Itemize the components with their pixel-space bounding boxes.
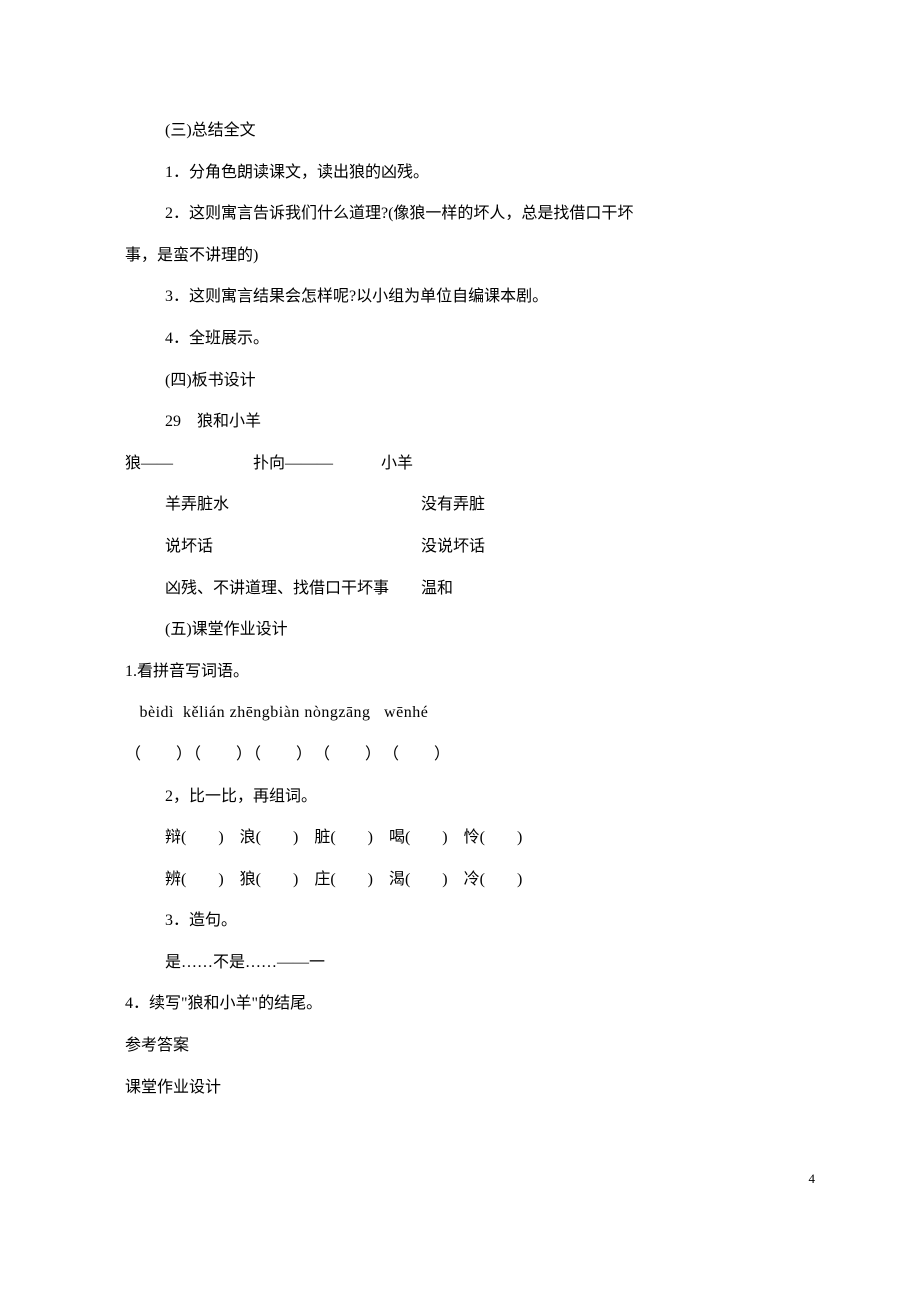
q2-title: 2，比一比，再组词。: [125, 776, 795, 818]
page-number: 4: [809, 1171, 816, 1187]
q3-title: 3．造句。: [125, 900, 795, 942]
section-3-item-3: 3．这则寓言结果会怎样呢?以小组为单位自编课本剧。: [125, 276, 795, 318]
section-3-item-2-line-1: 2．这则寓言告诉我们什么道理?(像狼一样的坏人，总是找借口干坏: [125, 193, 795, 235]
section-3-item-2-line-2: 事，是蛮不讲理的): [125, 235, 795, 277]
board-row-1: 狼—— 扑向——— 小羊: [125, 443, 795, 485]
section-3-item-4: 4．全班展示。: [125, 318, 795, 360]
section-4-subtitle: 29 狼和小羊: [125, 401, 795, 443]
q4-title: 4．续写"狼和小羊"的结尾。: [125, 983, 795, 1025]
section-3-title: (三)总结全文: [125, 110, 795, 152]
section-4-title: (四)板书设计: [125, 360, 795, 402]
board-row-2: 羊弄脏水 没有弄脏: [125, 484, 795, 526]
section-5-title: (五)课堂作业设计: [125, 609, 795, 651]
reference-answer: 参考答案: [125, 1025, 795, 1067]
board-row-3: 说坏话 没说坏话: [125, 526, 795, 568]
q1-title: 1.看拼音写词语。: [125, 651, 795, 693]
q1-parens: （ ）（ ）（ ） （ ） （ ）: [125, 734, 795, 776]
board-row-4: 凶残、不讲道理、找借口干坏事 温和: [125, 568, 795, 610]
homework-design: 课堂作业设计: [125, 1067, 795, 1109]
q1-pinyin: bèidì kělián zhēngbiàn nòngzāng wēnhé: [125, 692, 795, 734]
section-3-item-1: 1．分角色朗读课文，读出狼的凶残。: [125, 152, 795, 194]
q2-row-1: 辩( ) 浪( ) 脏( ) 喝( ) 怜( ): [125, 817, 795, 859]
q3-body: 是……不是……——一: [125, 942, 795, 984]
q2-row-2: 辨( ) 狼( ) 庄( ) 渴( ) 冷( ): [125, 859, 795, 901]
